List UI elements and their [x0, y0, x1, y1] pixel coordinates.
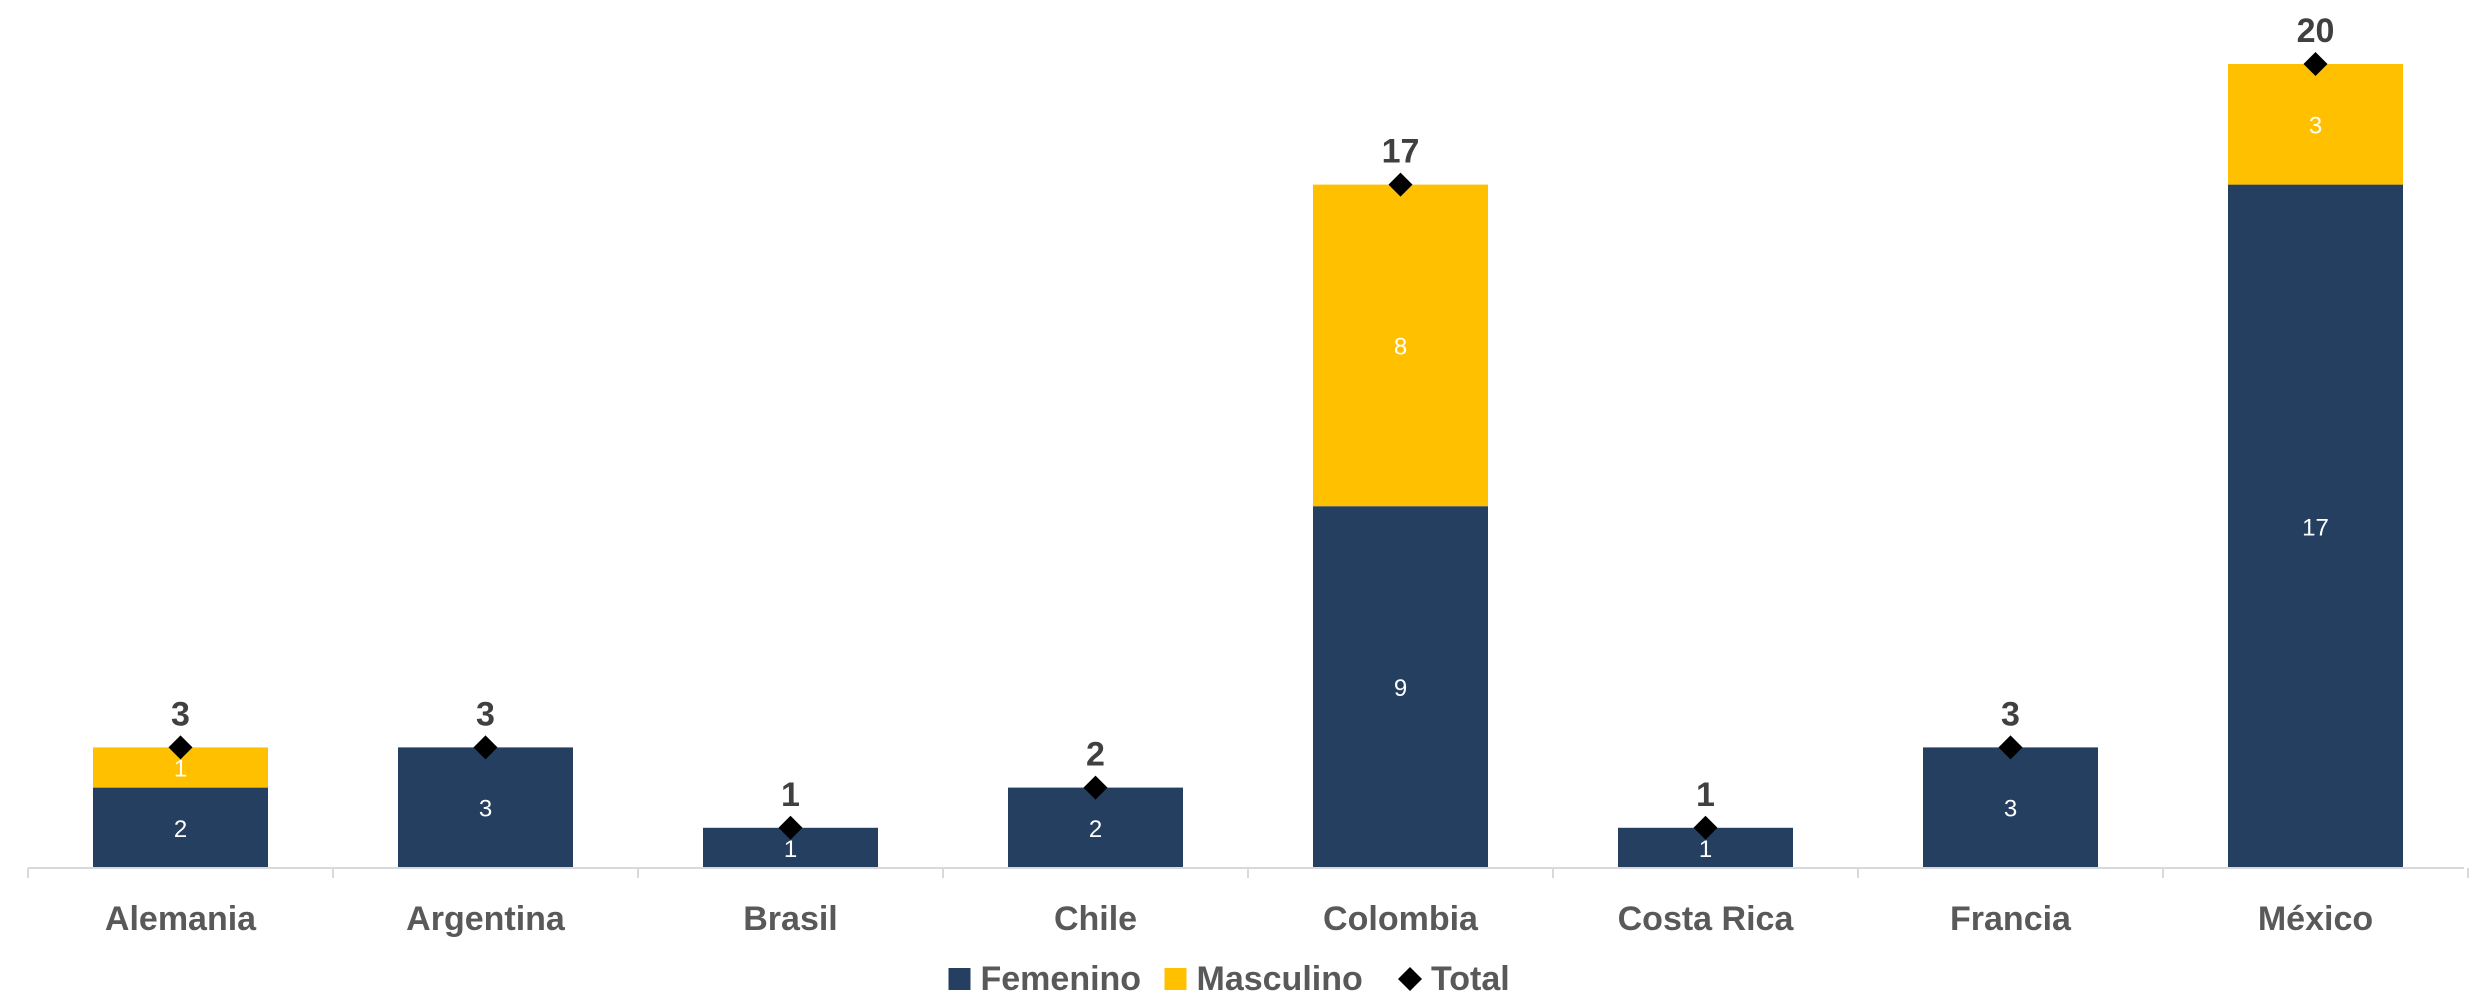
bar-femenino-chile	[1008, 787, 1183, 868]
total-markers-layer: 3 3 1 2 17 1 3 20	[168, 12, 2335, 840]
legend-item-femenino: Femenino	[948, 960, 1142, 998]
x-axis: Alemania Argentina Brasil Chile Colombia Cost…	[27, 867, 2469, 938]
total-marker-alemania	[168, 735, 193, 760]
legend-label-femenino: Femenino	[981, 960, 1142, 998]
bar-femenino-argentina	[398, 747, 573, 868]
bar-masculino-colombia	[1313, 184, 1488, 507]
data-label-femenino-argentina: 3	[479, 796, 492, 823]
category-label-francia: Francia	[1950, 900, 2072, 938]
category-label-costa-rica: Costa Rica	[1618, 900, 1795, 938]
data-label-femenino-brasil: 1	[784, 836, 797, 863]
total-label-mexico: 20	[2297, 12, 2335, 50]
legend-label-masculino: Masculino	[1197, 960, 1363, 998]
data-label-masculino-colombia: 8	[1394, 333, 1407, 360]
total-marker-brasil	[778, 815, 803, 840]
bars-layer	[93, 64, 2403, 869]
category-label-brasil: Brasil	[743, 900, 838, 938]
total-marker-costa-rica	[1693, 815, 1718, 840]
data-label-femenino-costa-rica: 1	[1699, 836, 1712, 863]
bar-masculino-mexico	[2228, 64, 2403, 185]
bar-femenino-colombia	[1313, 506, 1488, 868]
bar-femenino-francia	[1923, 747, 2098, 868]
data-label-femenino-chile: 2	[1089, 816, 1102, 843]
data-label-masculino-alemania: 1	[174, 756, 187, 783]
legend-item-masculino: Masculino	[1164, 960, 1363, 998]
bar-femenino-alemania	[93, 787, 268, 868]
category-label-chile: Chile	[1054, 900, 1137, 938]
total-label-brasil: 1	[781, 776, 800, 814]
total-marker-chile	[1083, 775, 1108, 800]
category-label-colombia: Colombia	[1323, 900, 1479, 938]
data-label-femenino-colombia: 9	[1394, 675, 1407, 702]
total-marker-argentina	[473, 735, 498, 760]
category-label-alemania: Alemania	[105, 900, 257, 938]
total-label-chile: 2	[1086, 736, 1105, 774]
total-marker-francia	[1998, 735, 2023, 760]
total-marker-colombia	[1388, 172, 1413, 197]
bar-femenino-mexico	[2228, 184, 2403, 869]
total-marker-mexico	[2303, 52, 2328, 76]
data-labels-layer: 2 1 3 1 2 9 8 1 3 17 3	[174, 112, 2329, 863]
legend: Femenino Masculino Total	[948, 960, 1510, 998]
category-label-mexico: México	[2258, 900, 2373, 938]
data-label-masculino-mexico: 3	[2309, 112, 2322, 139]
data-label-femenino-alemania: 2	[174, 816, 187, 843]
legend-swatch-total	[1398, 967, 1422, 991]
category-label-argentina: Argentina	[406, 900, 566, 938]
data-label-femenino-francia: 3	[2004, 796, 2017, 823]
data-label-femenino-mexico: 17	[2302, 514, 2329, 541]
legend-item-total: Total	[1398, 960, 1510, 998]
legend-label-total: Total	[1431, 960, 1510, 998]
total-label-argentina: 3	[476, 695, 495, 733]
legend-swatch-femenino	[948, 968, 971, 990]
total-label-costa-rica: 1	[1696, 776, 1715, 814]
total-label-alemania: 3	[171, 695, 190, 733]
legend-swatch-masculino	[1164, 968, 1187, 990]
total-label-francia: 3	[2001, 695, 2020, 733]
total-label-colombia: 17	[1382, 133, 1420, 171]
